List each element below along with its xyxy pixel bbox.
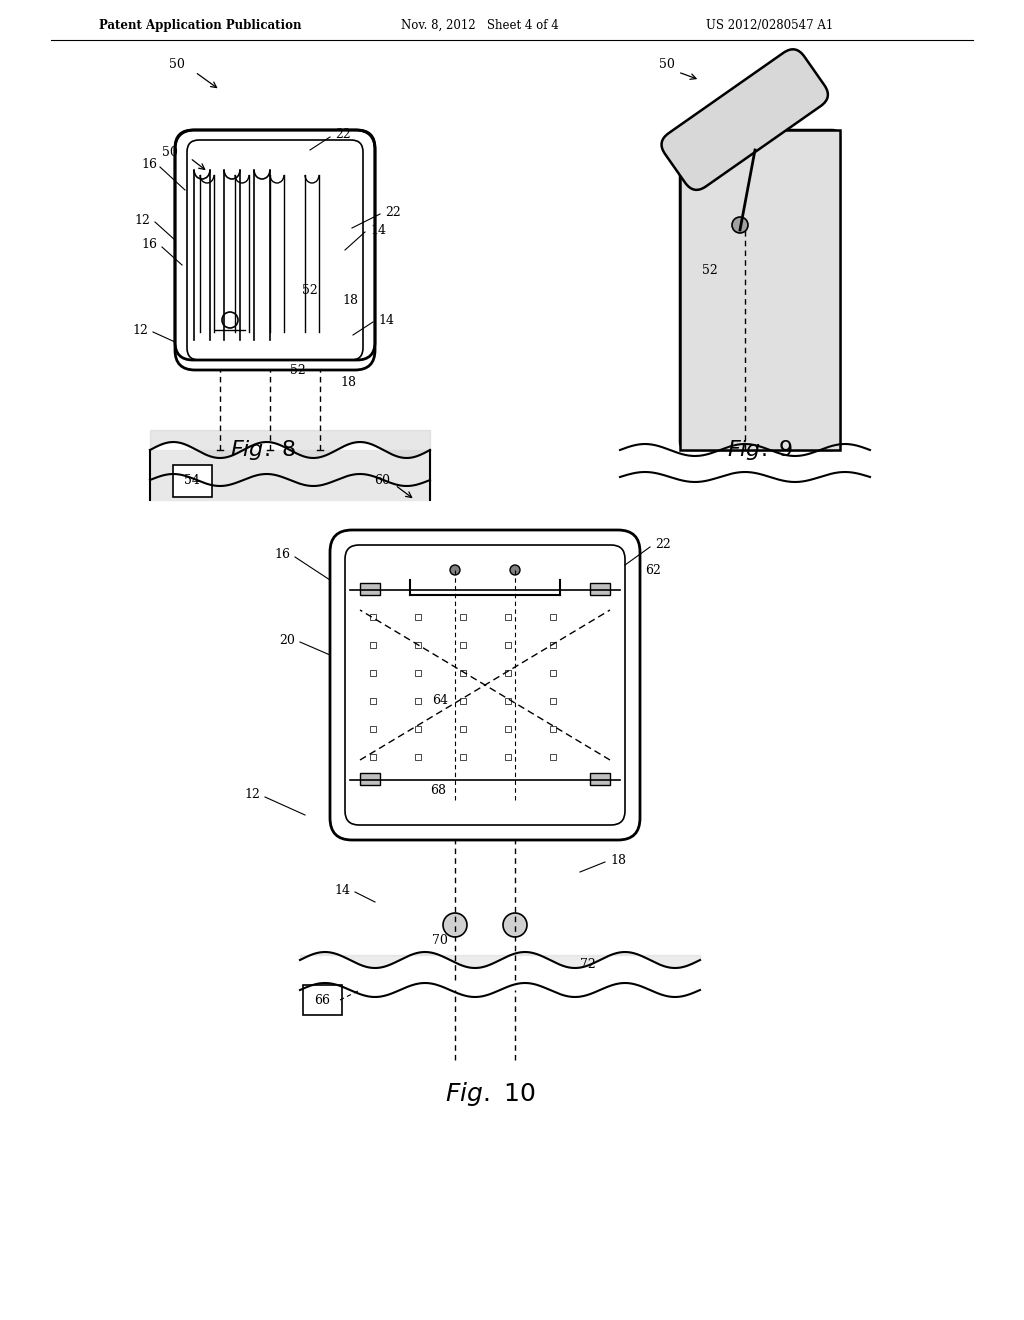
Text: 50: 50 (659, 58, 675, 71)
Text: 14: 14 (378, 314, 394, 326)
Text: 18: 18 (340, 375, 356, 388)
Bar (550, 754, 556, 760)
Text: 16: 16 (141, 158, 157, 172)
Text: 22: 22 (335, 128, 351, 141)
Bar (370, 698, 376, 704)
Bar (550, 726, 556, 733)
Bar (460, 754, 466, 760)
Bar (415, 754, 421, 760)
Text: 62: 62 (645, 564, 660, 577)
Circle shape (450, 565, 460, 576)
Circle shape (503, 913, 527, 937)
Text: $\mathit{Fig.\ 8}$: $\mathit{Fig.\ 8}$ (229, 438, 296, 462)
Bar (550, 698, 556, 704)
Text: 52: 52 (302, 284, 317, 297)
Bar (415, 642, 421, 648)
Text: 14: 14 (334, 883, 350, 896)
Bar (460, 642, 466, 648)
Bar (370, 671, 376, 676)
Bar (415, 671, 421, 676)
Text: 14: 14 (370, 223, 386, 236)
Bar (415, 614, 421, 620)
Bar (505, 726, 511, 733)
Text: US 2012/0280547 A1: US 2012/0280547 A1 (707, 18, 834, 32)
Text: 22: 22 (655, 539, 671, 552)
Bar (460, 726, 466, 733)
Text: $\mathit{Fig.\ 10}$: $\mathit{Fig.\ 10}$ (444, 1080, 536, 1107)
Bar (460, 614, 466, 620)
Bar (590, 774, 610, 785)
Circle shape (510, 565, 520, 576)
Text: 18: 18 (342, 293, 358, 306)
Bar (415, 726, 421, 733)
FancyBboxPatch shape (662, 49, 828, 190)
Text: 66: 66 (314, 994, 330, 1006)
Text: 12: 12 (132, 323, 148, 337)
Bar (505, 754, 511, 760)
Bar (590, 583, 610, 595)
Text: 68: 68 (430, 784, 446, 796)
Bar (550, 642, 556, 648)
Text: 12: 12 (134, 214, 150, 227)
Text: 12: 12 (244, 788, 260, 801)
FancyBboxPatch shape (173, 465, 212, 498)
Text: Patent Application Publication: Patent Application Publication (98, 18, 301, 32)
Bar (505, 671, 511, 676)
Text: 16: 16 (141, 239, 157, 252)
Text: 20: 20 (280, 634, 295, 647)
Bar (370, 754, 376, 760)
Bar (460, 698, 466, 704)
Circle shape (732, 216, 748, 234)
Polygon shape (150, 450, 430, 500)
Bar (360, 774, 380, 785)
Text: 54: 54 (184, 474, 200, 487)
Text: 18: 18 (610, 854, 626, 866)
Bar (505, 698, 511, 704)
Bar (460, 671, 466, 676)
Bar (360, 583, 380, 595)
Polygon shape (680, 129, 840, 450)
Text: $\mathit{Fig.\ 9}$: $\mathit{Fig.\ 9}$ (727, 438, 794, 462)
Bar (370, 726, 376, 733)
Bar (415, 698, 421, 704)
Text: 70: 70 (432, 933, 447, 946)
Bar (505, 642, 511, 648)
Text: 64: 64 (432, 693, 449, 706)
Text: 52: 52 (702, 264, 718, 276)
Text: 50: 50 (169, 58, 185, 71)
Bar (550, 671, 556, 676)
Bar (370, 614, 376, 620)
Circle shape (443, 913, 467, 937)
Text: 60: 60 (374, 474, 390, 487)
FancyBboxPatch shape (303, 985, 342, 1015)
Text: Nov. 8, 2012   Sheet 4 of 4: Nov. 8, 2012 Sheet 4 of 4 (401, 18, 559, 32)
Text: 52: 52 (290, 363, 306, 376)
Text: 50: 50 (162, 145, 178, 158)
Bar (505, 614, 511, 620)
Text: 16: 16 (274, 549, 290, 561)
Text: 72: 72 (580, 958, 596, 972)
Bar (370, 642, 376, 648)
Bar (550, 614, 556, 620)
Text: 22: 22 (385, 206, 400, 219)
